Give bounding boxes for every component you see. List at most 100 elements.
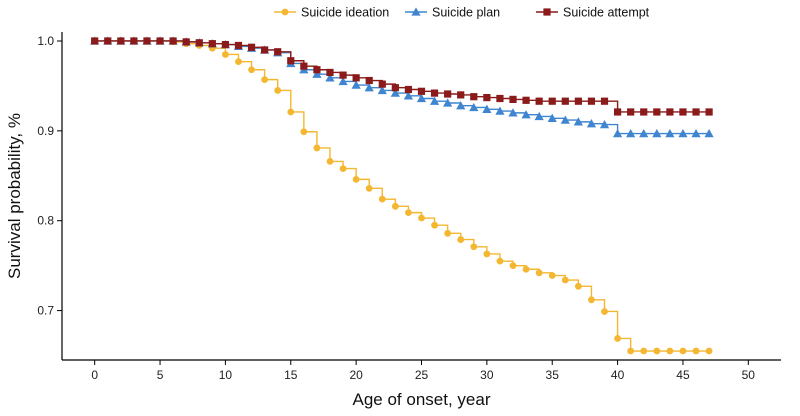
data-point-suicide-plan (704, 128, 714, 138)
data-point-suicide-ideation (378, 195, 386, 203)
data-point-suicide-attempt (326, 68, 334, 77)
x-tick-label: 10 (219, 368, 233, 382)
data-point-suicide-ideation (535, 269, 543, 277)
data-point-suicide-attempt (627, 108, 635, 116)
data-point-suicide-attempt (91, 37, 99, 45)
data-point-suicide-plan (586, 119, 597, 128)
data-point-suicide-ideation (588, 296, 595, 304)
data-point-suicide-ideation (692, 347, 700, 355)
data-point-suicide-plan (364, 83, 374, 92)
data-point-suicide-ideation (287, 108, 295, 116)
legend-marker (411, 7, 421, 16)
data-point-suicide-ideation (522, 265, 530, 273)
data-point-suicide-plan (456, 101, 466, 110)
data-point-suicide-ideation (444, 229, 452, 237)
data-point-suicide-ideation (640, 347, 648, 355)
data-point-suicide-attempt (169, 37, 177, 45)
data-point-suicide-attempt (653, 108, 661, 116)
x-tick-label: 30 (480, 368, 494, 382)
data-point-suicide-ideation (391, 202, 399, 210)
legend-marker (281, 8, 289, 16)
data-point-suicide-plan (312, 69, 322, 78)
data-point-suicide-attempt (195, 39, 203, 47)
data-point-suicide-attempt (496, 94, 504, 103)
data-point-suicide-plan (325, 73, 335, 82)
data-point-suicide-attempt (117, 37, 125, 45)
data-point-suicide-ideation (601, 308, 608, 315)
data-point-suicide-plan (665, 128, 675, 138)
data-point-suicide-ideation (679, 347, 687, 355)
legend-marker (543, 8, 551, 16)
data-point-suicide-attempt (156, 37, 164, 45)
data-point-suicide-attempt (247, 43, 256, 51)
data-point-suicide-attempt (613, 108, 622, 116)
data-point-suicide-plan (534, 111, 544, 121)
series-suicide-ideation (91, 37, 713, 355)
y-tick-label: 0.9 (37, 124, 54, 138)
data-point-suicide-ideation (365, 184, 373, 192)
data-point-suicide-attempt (535, 97, 543, 105)
data-point-suicide-attempt (574, 97, 582, 105)
axes: 0 5 10 15 20 25 30 35 40 45 50 0.7 0.8 0.9 1.0 (37, 32, 781, 382)
data-point-suicide-ideation (326, 158, 334, 165)
data-point-suicide-attempt (600, 97, 609, 105)
series-layer (90, 36, 714, 355)
data-point-suicide-plan (639, 128, 649, 138)
data-point-suicide-attempt (417, 87, 426, 95)
data-point-suicide-plan (573, 117, 583, 126)
data-point-suicide-ideation (705, 347, 713, 355)
data-point-suicide-ideation (653, 347, 661, 355)
data-point-suicide-attempt (679, 108, 687, 116)
data-point-suicide-ideation (483, 250, 491, 258)
data-point-suicide-plan (691, 128, 701, 138)
data-point-suicide-plan (338, 76, 348, 86)
data-point-suicide-plan (495, 106, 505, 115)
data-point-suicide-ideation (235, 58, 242, 66)
x-tick-label: 0 (91, 368, 98, 382)
data-point-suicide-attempt (522, 96, 530, 104)
data-point-suicide-ideation (548, 272, 556, 279)
data-point-suicide-ideation (561, 276, 569, 284)
data-point-suicide-plan (652, 128, 662, 138)
data-point-suicide-attempt (444, 90, 452, 98)
data-point-suicide-attempt (300, 62, 308, 70)
x-tick-label: 25 (415, 368, 429, 382)
data-point-suicide-ideation (574, 282, 582, 290)
data-point-suicide-attempt (483, 94, 491, 102)
series-suicide-plan (90, 36, 714, 138)
data-point-suicide-plan (416, 93, 427, 103)
data-point-suicide-attempt (365, 76, 373, 85)
data-point-suicide-ideation (431, 221, 438, 229)
data-point-suicide-attempt (705, 108, 713, 116)
data-point-suicide-plan (626, 128, 636, 138)
data-point-suicide-plan (521, 110, 531, 119)
data-point-suicide-plan (599, 119, 610, 129)
data-point-suicide-ideation (313, 144, 321, 152)
data-point-suicide-attempt (182, 38, 190, 46)
data-point-suicide-attempt (339, 71, 347, 79)
data-point-suicide-ideation (666, 347, 674, 355)
data-point-suicide-attempt (274, 48, 282, 56)
data-point-suicide-attempt (470, 93, 478, 101)
data-point-suicide-ideation (627, 347, 635, 355)
data-point-suicide-ideation (614, 335, 621, 342)
x-axis-title: Age of onset, year (353, 390, 491, 409)
series-suicide-attempt (91, 37, 713, 116)
data-point-suicide-attempt (378, 80, 386, 88)
data-point-suicide-attempt (352, 74, 360, 82)
data-point-suicide-attempt (548, 97, 556, 105)
x-tick-label: 35 (546, 368, 560, 382)
y-axis-title: Survival probability, % (5, 113, 24, 279)
legend-item-suicide-ideation: Suicide ideation (274, 6, 389, 20)
x-tick-label: 20 (349, 368, 363, 382)
legend-label: Suicide ideation (301, 6, 389, 20)
data-point-suicide-plan (351, 80, 361, 89)
data-point-suicide-ideation (222, 51, 229, 58)
y-tick-label: 0.8 (37, 214, 54, 228)
legend-label: Suicide plan (432, 6, 500, 20)
data-point-suicide-attempt (234, 41, 243, 50)
series-line-suicide-attempt (94, 40, 710, 113)
data-point-suicide-attempt (208, 40, 216, 48)
data-point-suicide-attempt (561, 97, 569, 105)
